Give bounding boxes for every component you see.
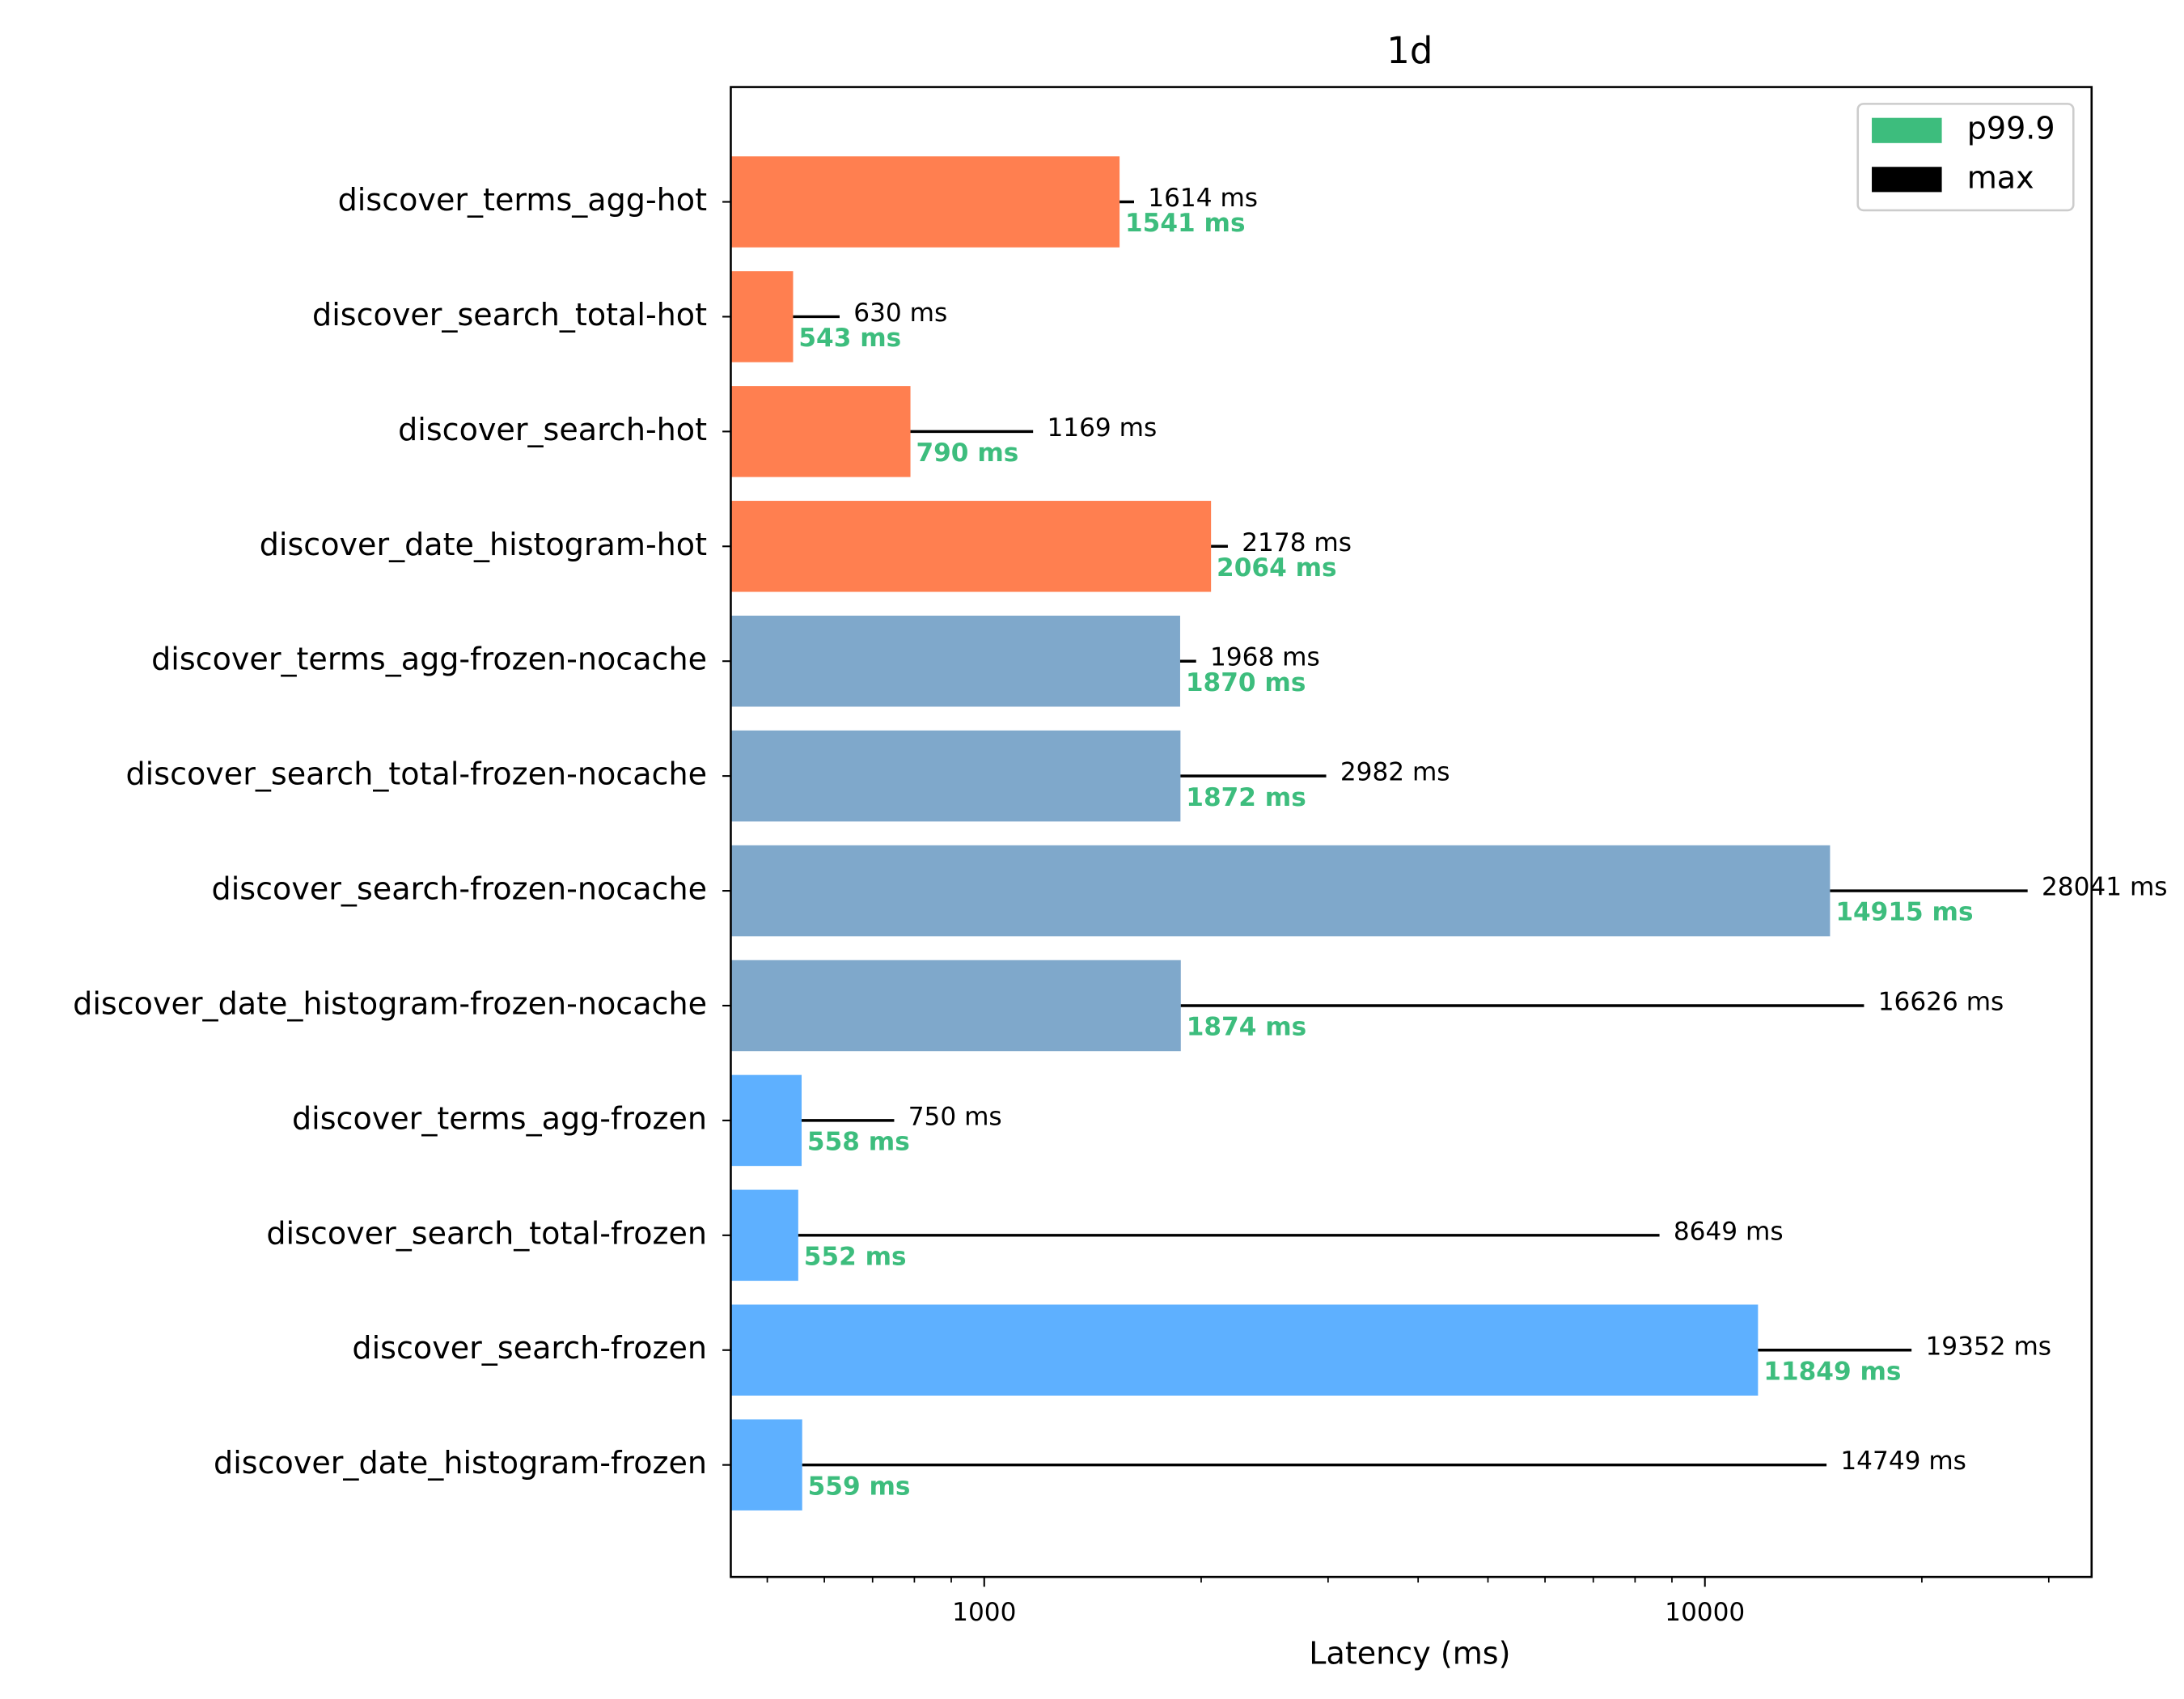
max-label: 2982 ms (1340, 758, 1450, 787)
bar (730, 386, 911, 477)
y-tick-label: discover_terms_agg-frozen-nocache (151, 642, 707, 677)
p99-label: 558 ms (807, 1128, 910, 1157)
max-label: 16626 ms (1878, 988, 2004, 1017)
x-tick-label: 1000 (952, 1598, 1016, 1627)
bar (730, 845, 1831, 937)
max-label: 1614 ms (1148, 184, 1258, 213)
x-tick-label: 10000 (1665, 1598, 1745, 1627)
max-label: 8649 ms (1674, 1217, 1784, 1246)
p99-label: 1870 ms (1186, 668, 1306, 697)
p99-label: 552 ms (804, 1243, 907, 1272)
bar (730, 1419, 802, 1510)
p99-label: 1874 ms (1187, 1013, 1306, 1042)
max-label: 2178 ms (1242, 528, 1352, 557)
plot-frame (730, 86, 2093, 1578)
y-tick-label: discover_terms_agg-frozen (292, 1100, 707, 1136)
p99-label: 11849 ms (1763, 1357, 1901, 1386)
bar (730, 730, 1181, 822)
p99-label: 14915 ms (1835, 898, 1973, 927)
bar (730, 615, 1180, 707)
y-tick-label: discover_terms_agg-hot (338, 182, 707, 218)
bar (730, 1189, 798, 1282)
max-label: 1169 ms (1047, 413, 1157, 443)
y-tick-label: discover_date_histogram-frozen (214, 1445, 707, 1481)
bar (730, 156, 1120, 248)
bar (730, 1074, 802, 1167)
y-tick-label: discover_search_total-frozen-nocache (126, 756, 708, 792)
chart-title: 1d (1386, 29, 1433, 72)
max-label: 630 ms (853, 299, 947, 328)
p99-label: 790 ms (916, 439, 1018, 468)
p99-label: 559 ms (808, 1472, 911, 1501)
legend-swatch (1872, 167, 1942, 193)
legend-label: p99.9 (1967, 111, 2055, 146)
y-tick-label: discover_search-hot (398, 412, 707, 447)
max-label: 1968 ms (1210, 643, 1320, 672)
p99-label: 1541 ms (1125, 209, 1245, 238)
max-label: 750 ms (908, 1102, 1002, 1131)
bar (730, 501, 1212, 592)
max-label: 28041 ms (2042, 873, 2168, 902)
p99-label: 1872 ms (1186, 783, 1306, 812)
y-tick-label: discover_date_histogram-frozen-nocache (73, 985, 707, 1021)
legend-swatch (1872, 117, 1942, 143)
y-tick-label: discover_search_total-frozen (266, 1215, 707, 1251)
y-tick-label: discover_search-frozen (352, 1330, 707, 1366)
max-label: 14749 ms (1840, 1447, 1966, 1476)
y-tick-label: discover_date_histogram-hot (260, 527, 707, 562)
y-tick-label: discover_search-frozen-nocache (212, 871, 707, 907)
x-axis-label: Latency (ms) (1309, 1636, 1510, 1671)
p99-label: 2064 ms (1217, 553, 1337, 583)
bar (730, 1304, 1759, 1396)
bar (730, 271, 794, 362)
max-label: 19352 ms (1925, 1332, 2051, 1361)
y-tick-label: discover_search_total-hot (312, 297, 707, 333)
legend-label: max (1967, 159, 2034, 195)
bar (730, 960, 1181, 1052)
p99-label: 543 ms (798, 324, 901, 353)
